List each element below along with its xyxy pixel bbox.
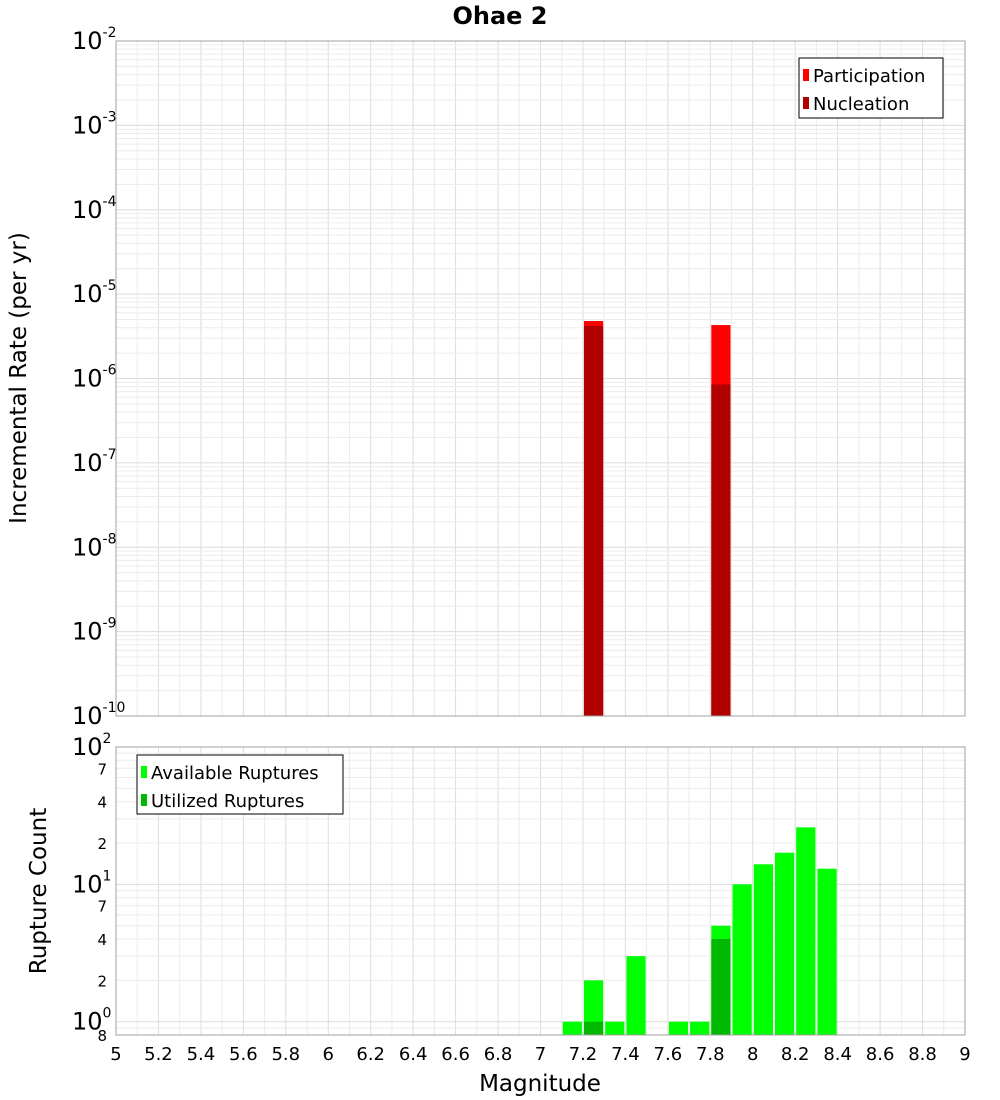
x-tick-label: 7.2 (569, 1044, 598, 1065)
count-y-minor-tick-label: 4 (97, 794, 107, 812)
count-y-tick-label: 100 (72, 1006, 111, 1036)
count-bar-a (583, 980, 604, 1035)
legend-box (136, 754, 344, 815)
legend-label: Participation (813, 66, 925, 87)
count-bar-a (753, 864, 773, 1035)
count-bars (562, 827, 837, 1035)
x-axis-title: Magnitude (479, 1071, 601, 1097)
legend-box (798, 57, 944, 119)
x-tick-label: 7.4 (611, 1044, 640, 1065)
rate-panel: 10-2 10-3 10-4 10-5 10-6 10-7 10-8 10-9 10-10 In… (6, 25, 966, 730)
rate-bar-b (711, 384, 731, 716)
x-tick-labels: 5 5.2 5.4 5.6 5.8 6 6.2 6.4 6.6 6.8 7 7.2 7.4 7.6 7.8 8… (110, 1044, 970, 1065)
count-plot-border (115, 746, 966, 1036)
rate-y-tick-label: 10-2 (72, 25, 117, 55)
count-bar-a (774, 852, 795, 1035)
count-bar-a (605, 1021, 625, 1035)
legend-swatch (803, 69, 809, 81)
rate-y-tick-label: 10-9 (72, 616, 117, 646)
rate-y-ticks: 10-2 10-3 10-4 10-5 10-6 10-7 10-8 10-9 10-10 (72, 25, 125, 730)
count-panel: 102 101 100 7 4 2 7 4 2 8 Rupture Count Available… (26, 731, 971, 1097)
rate-bar-b (583, 325, 604, 716)
count-bar-b (583, 1021, 604, 1035)
rate-y-tick-label: 10-7 (72, 447, 117, 477)
count-y-minor-tick-label: 4 (97, 931, 107, 949)
x-tick-label: 6 (323, 1044, 334, 1065)
rate-plot-border (115, 40, 966, 717)
rate-y-tick-label: 10-3 (72, 109, 117, 139)
x-tick-label: 5.6 (229, 1044, 258, 1065)
x-tick-label: 9 (959, 1044, 970, 1065)
x-tick-label: 8.2 (781, 1044, 810, 1065)
count-bar-a (626, 956, 646, 1035)
x-tick-label: 8.8 (908, 1044, 937, 1065)
x-tick-label: 7.8 (696, 1044, 725, 1065)
rate-y-tick-label: 10-5 (72, 278, 117, 308)
count-bar-a (732, 884, 752, 1035)
legend-swatch (141, 766, 147, 778)
legend-label: Nucleation (813, 94, 909, 115)
rate-gridlines (115, 40, 966, 717)
legend-swatch (803, 97, 809, 109)
count-y-minor-tick-label: 7 (97, 760, 107, 778)
count-y-minor-tick-label: 7 (97, 898, 107, 916)
rate-legend: Participation Nucleation (798, 57, 944, 119)
x-tick-label: 6.8 (484, 1044, 513, 1065)
rate-y-tick-label: 10-10 (72, 700, 125, 730)
x-tick-label: 6.6 (441, 1044, 470, 1065)
x-tick-label: 5.8 (271, 1044, 300, 1065)
count-y-axis-title: Rupture Count (26, 808, 52, 974)
rate-y-tick-label: 10-4 (72, 194, 117, 224)
legend-label: Utilized Ruptures (151, 791, 304, 812)
x-tick-label: 6.4 (399, 1044, 428, 1065)
count-y-tick-label: 102 (72, 731, 111, 761)
count-bar-a (690, 1021, 710, 1035)
x-tick-label: 7.6 (654, 1044, 683, 1065)
legend-swatch (141, 794, 147, 806)
legend-label: Available Ruptures (151, 763, 319, 784)
x-tick-label: 6.2 (356, 1044, 385, 1065)
x-tick-label: 5 (110, 1044, 121, 1065)
x-tick-label: 5.2 (144, 1044, 173, 1065)
chart-title: Ohae 2 (452, 2, 547, 30)
count-bar-a (668, 1021, 689, 1035)
count-bar-a (817, 868, 837, 1035)
count-y-minor-tick-label: 2 (97, 972, 107, 990)
count-y-minor-tick-label: 2 (97, 835, 107, 853)
count-legend: Available Ruptures Utilized Ruptures (136, 754, 344, 815)
x-tick-label: 8.4 (823, 1044, 852, 1065)
x-tick-label: 8.6 (866, 1044, 895, 1065)
x-tick-label: 8 (747, 1044, 758, 1065)
count-y-ticks: 102 101 100 7 4 2 7 4 2 8 (72, 731, 111, 1045)
count-y-minor-tick-label: 8 (97, 1027, 107, 1045)
count-bar-b (711, 939, 731, 1035)
rate-bars (583, 321, 731, 716)
count-bar-a (796, 827, 816, 1035)
x-tick-label: 7 (535, 1044, 546, 1065)
rate-y-tick-label: 10-8 (72, 531, 117, 561)
rate-y-axis-title: Incremental Rate (per yr) (6, 232, 32, 524)
x-tick-label: 5.4 (187, 1044, 216, 1065)
count-y-tick-label: 101 (72, 868, 111, 898)
count-bar-a (562, 1021, 582, 1035)
rate-y-tick-label: 10-6 (72, 363, 117, 393)
